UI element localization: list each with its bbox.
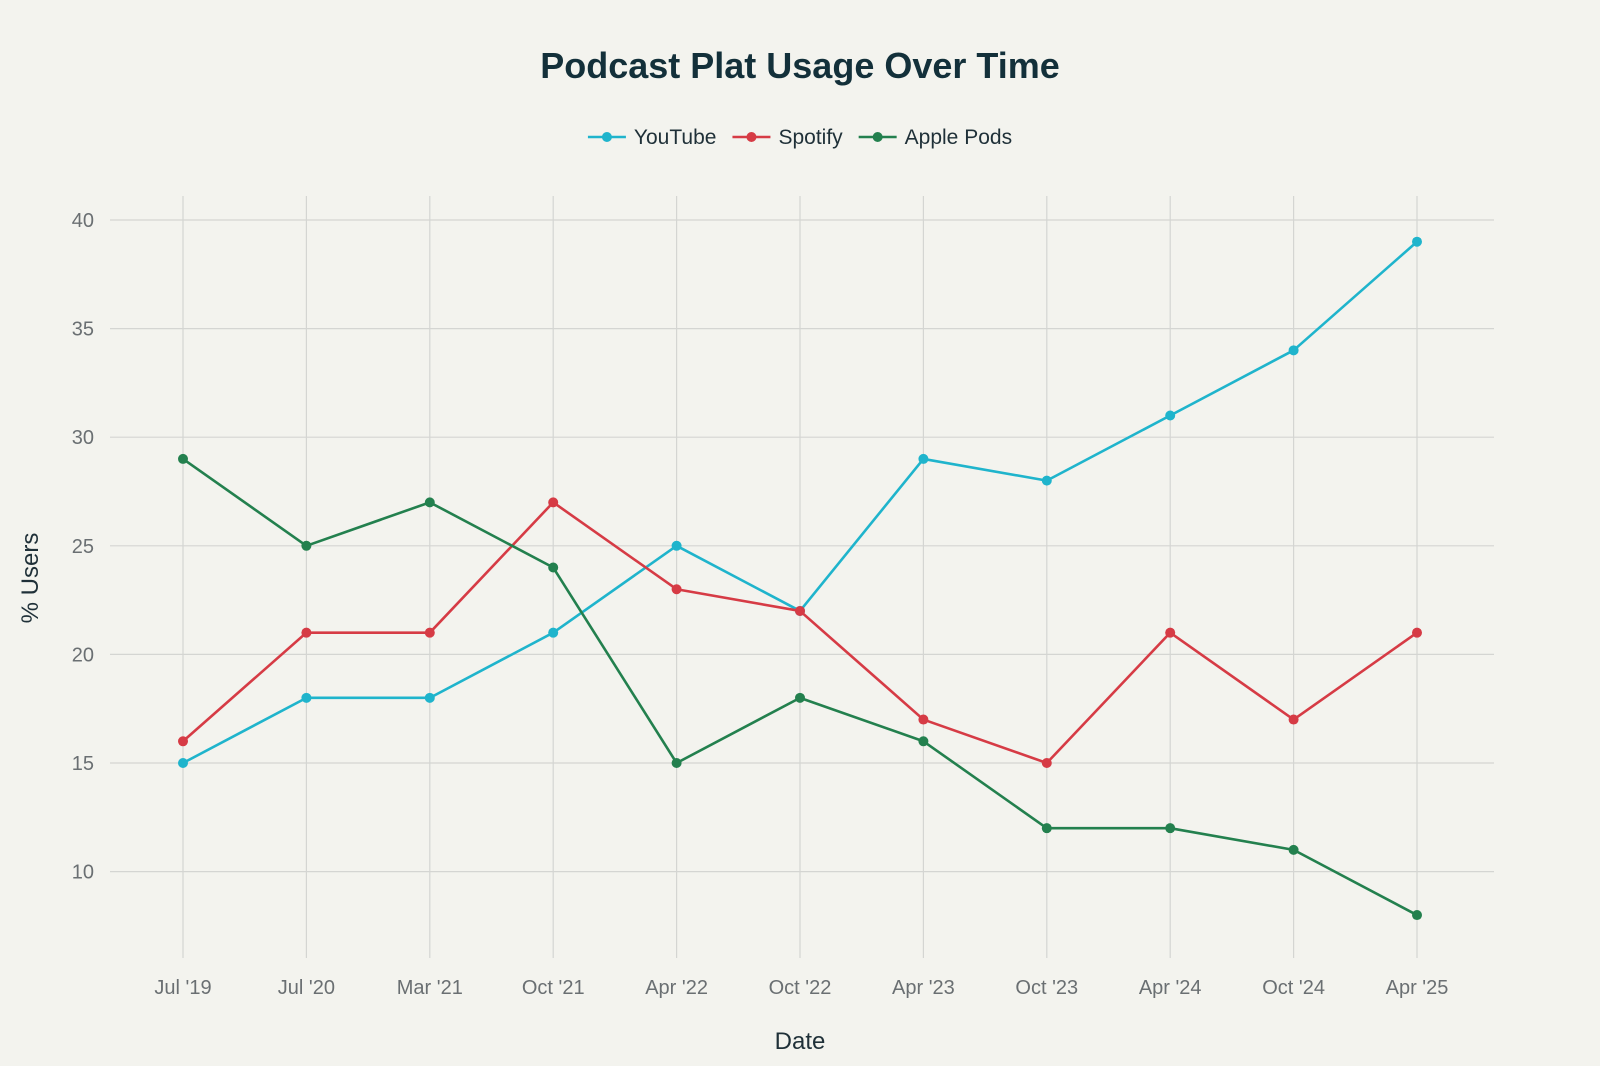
x-tick-label: Mar '21 <box>397 977 463 999</box>
x-tick-label: Oct '21 <box>522 977 585 999</box>
legend-label: YouTube <box>634 126 717 149</box>
y-axis-title: % Users <box>17 533 44 624</box>
y-tick-label: 40 <box>72 210 94 232</box>
x-axis-title: Date <box>775 1028 826 1055</box>
data-point[interactable] <box>795 692 805 703</box>
x-tick-label: Apr '25 <box>1386 977 1449 999</box>
legend-item[interactable]: Apple Pods <box>858 126 1012 149</box>
x-axis-ticks: Jul '19 Jul '20 Mar '21 Oct '21 Apr '22 Oct '… <box>154 977 1448 999</box>
data-point[interactable] <box>1288 714 1299 725</box>
legend-label: Apple Pods <box>905 126 1012 149</box>
data-point[interactable] <box>301 540 312 551</box>
data-point[interactable] <box>178 453 188 464</box>
data-point[interactable] <box>671 758 682 768</box>
data-point[interactable] <box>795 605 805 616</box>
legend-label: Spotify <box>778 126 843 149</box>
data-point[interactable] <box>671 540 682 551</box>
y-tick-label: 35 <box>72 319 94 341</box>
data-point[interactable] <box>548 497 559 508</box>
x-tick-label: Apr '24 <box>1139 977 1202 999</box>
legend-item[interactable]: YouTube <box>587 126 717 149</box>
x-tick-label: Oct '22 <box>769 977 832 999</box>
data-point[interactable] <box>424 692 435 703</box>
data-point[interactable] <box>178 736 188 747</box>
x-tick-label: Apr '22 <box>645 977 708 999</box>
data-point[interactable] <box>1165 410 1176 421</box>
y-tick-label: 15 <box>72 753 94 775</box>
data-point[interactable] <box>1041 475 1052 486</box>
grid <box>110 196 1494 958</box>
data-point[interactable] <box>424 627 435 638</box>
y-tick-label: 30 <box>72 427 94 449</box>
legend-item[interactable]: Spotify <box>732 126 843 149</box>
data-point[interactable] <box>1288 345 1299 356</box>
x-tick-label: Oct '23 <box>1015 977 1078 999</box>
y-tick-label: 25 <box>72 536 94 558</box>
data-point[interactable] <box>424 497 435 508</box>
data-point[interactable] <box>1412 236 1422 247</box>
data-point[interactable] <box>918 714 929 725</box>
x-tick-label: Jul '20 <box>278 977 335 999</box>
data-point[interactable] <box>1288 844 1299 855</box>
data-point[interactable] <box>548 562 559 573</box>
x-tick-label: Jul '19 <box>154 977 211 999</box>
y-axis-ticks: 10 15 20 25 30 35 40 <box>72 210 94 884</box>
legend-swatch-marker <box>872 132 883 142</box>
legend: YouTube Spotify Apple Pods <box>587 126 1012 149</box>
data-point[interactable] <box>301 627 312 638</box>
data-point[interactable] <box>1165 823 1176 834</box>
data-point[interactable] <box>918 453 929 464</box>
series-spotify <box>178 497 1422 768</box>
series-apple-pods <box>178 453 1422 921</box>
series-layer <box>178 236 1422 921</box>
data-point[interactable] <box>1412 910 1422 921</box>
x-tick-label: Apr '23 <box>892 977 955 999</box>
chart-title: Podcast Plat Usage Over Time <box>540 45 1060 86</box>
y-tick-label: 20 <box>72 644 94 666</box>
data-point[interactable] <box>671 584 682 595</box>
data-point[interactable] <box>1412 627 1422 638</box>
data-point[interactable] <box>548 627 559 638</box>
data-point[interactable] <box>1041 823 1052 834</box>
x-tick-label: Oct '24 <box>1262 977 1325 999</box>
y-tick-label: 10 <box>72 862 94 884</box>
data-point[interactable] <box>178 758 188 768</box>
data-point[interactable] <box>1041 758 1052 768</box>
legend-swatch-marker <box>601 132 612 142</box>
data-point[interactable] <box>301 692 312 703</box>
data-point[interactable] <box>1165 627 1176 638</box>
data-point[interactable] <box>918 736 929 747</box>
legend-swatch-marker <box>746 132 757 142</box>
